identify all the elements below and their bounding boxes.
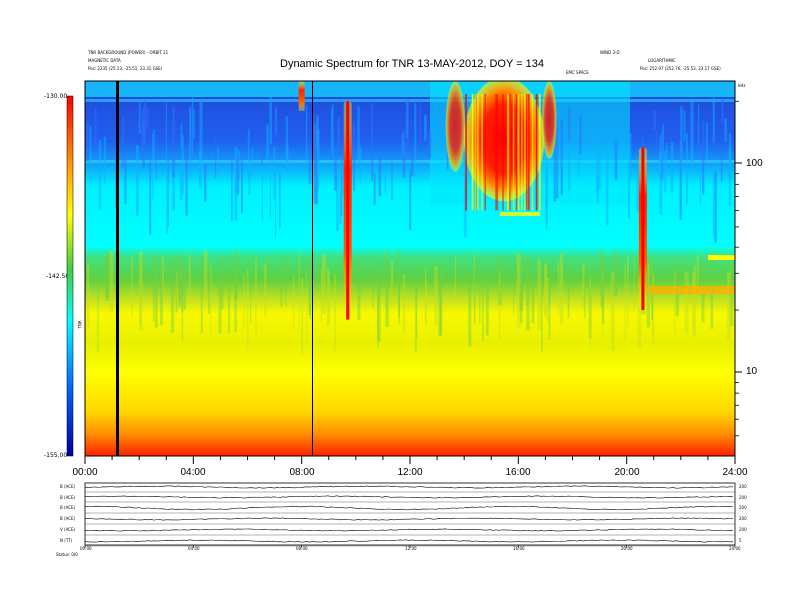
freq-tick-10: 10 xyxy=(746,366,758,377)
freq-unit: kHz xyxy=(738,83,746,88)
lower-rtick-0: 200 xyxy=(739,484,747,489)
lower-rtick-2: 200 xyxy=(739,505,747,510)
lower-xtick-3: 12:00 xyxy=(405,546,417,551)
lower-panel-trace-5 xyxy=(84,539,734,543)
lower-xtick-6: 24:00 xyxy=(729,546,741,551)
lower-panel-trace-2 xyxy=(84,505,734,511)
x-tick-3: 12:00 xyxy=(397,467,423,478)
meta-left-3: Pos: 2235 (25.13, -25.51, 23.31 GSE) xyxy=(88,66,163,71)
lower-panel-trace-1 xyxy=(84,495,734,499)
lower-xtick-1: 04:00 xyxy=(188,546,200,551)
x-tick-0: 00:00 xyxy=(72,467,98,478)
lower-panel-trace-4 xyxy=(84,528,734,532)
colorbar xyxy=(66,95,74,457)
lower-label-1: B (ACE) xyxy=(60,495,76,500)
lower-rtick-5: 5 xyxy=(739,538,742,543)
lower-label-4: V (ACE) xyxy=(60,527,76,532)
lower-xtick-0: 00:00 xyxy=(80,546,92,551)
lower-panels-frame xyxy=(84,482,736,546)
x-tick-1: 04:00 xyxy=(180,467,206,478)
lower-rtick-1: 200 xyxy=(739,495,747,500)
meta-right-1: WIND 3-D xyxy=(600,50,620,55)
x-tick-4: 16:00 xyxy=(505,467,531,478)
lower-xtick-4: 16:00 xyxy=(513,546,525,551)
lower-label-3: B (ACE) xyxy=(60,516,76,521)
lower-rtick-3: 200 xyxy=(739,516,747,521)
colorbar-tick-bottom: -155.00 xyxy=(44,452,68,459)
chart-title: Dynamic Spectrum for TNR 13-MAY-2012, DO… xyxy=(280,58,545,70)
lower-panel-trace-3 xyxy=(84,517,734,521)
x-tick-2: 08:00 xyxy=(289,467,315,478)
lower-footer: Status: 0/0 xyxy=(56,552,78,557)
colorbar-tick-mid: -142.50 xyxy=(46,273,70,280)
lower-rtick-4: 200 xyxy=(739,527,747,532)
meta-right-3: Pos: 252.97 (252.76, -25.53, 23.17 GSE) xyxy=(640,66,721,71)
lower-label-0: B (ACE) xyxy=(60,484,76,489)
freq-tick-100: 100 xyxy=(746,158,763,169)
lower-xtick-2: 08:00 xyxy=(296,546,308,551)
lower-label-2: B (ACE) xyxy=(60,505,76,510)
x-tick-5: 20:00 xyxy=(614,467,640,478)
lower-label-5: N (TT) xyxy=(60,538,73,543)
x-tick-6: 24:00 xyxy=(722,467,748,478)
spectrum-plot-area xyxy=(85,81,735,456)
meta-left-2: MAGNETIC DATA xyxy=(88,58,121,63)
colorbar-tick-top: -130.00 xyxy=(44,93,68,100)
meta-center: EMC SPACE xyxy=(566,70,589,75)
meta-right-2: LOGARITHMIC xyxy=(648,58,676,63)
lower-xtick-5: 20:00 xyxy=(621,546,633,551)
meta-left-1: TNR BACKGROUND (POWER) - ORBIT 21 xyxy=(88,50,169,55)
lower-panel-trace-0 xyxy=(84,485,734,489)
